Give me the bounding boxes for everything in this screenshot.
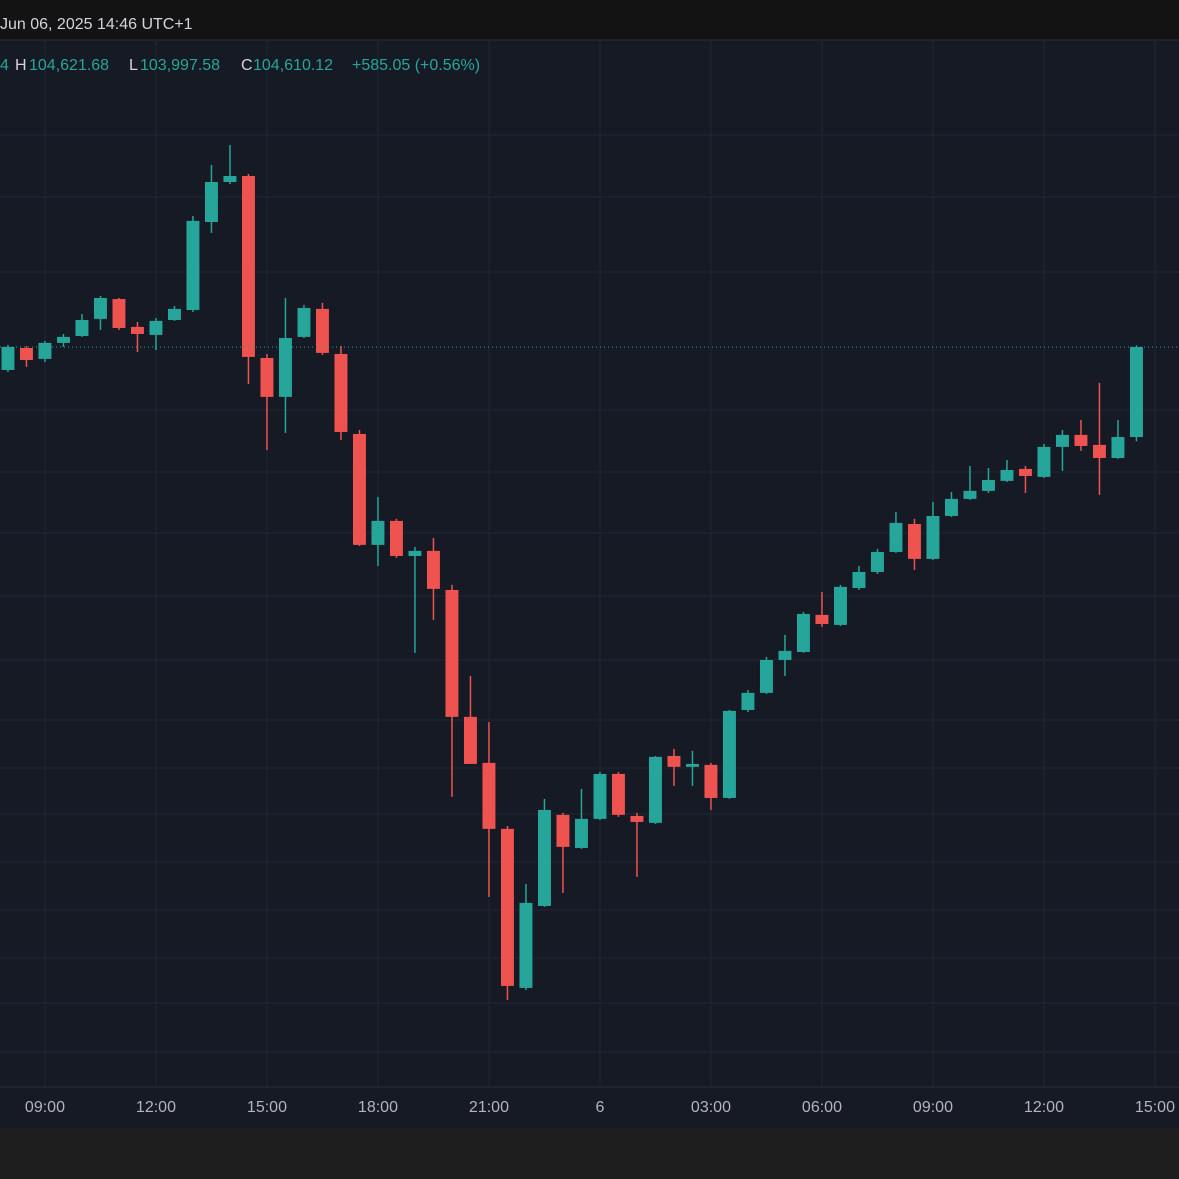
candle-body: [685, 763, 699, 767]
candle-body: [722, 710, 736, 798]
candle-body: [870, 551, 884, 572]
candle-body: [130, 326, 144, 334]
candle-body: [445, 589, 459, 717]
candle-body: [981, 479, 995, 491]
candle-body: [815, 614, 829, 624]
candle-body: [1018, 468, 1032, 476]
x-tick-label: 12:00: [136, 1099, 176, 1116]
x-tick-label: 18:00: [358, 1099, 398, 1116]
candle-body: [112, 299, 126, 328]
candle-body: [759, 659, 773, 693]
candle-body: [1, 346, 15, 370]
x-tick-label: 09:00: [913, 1099, 953, 1116]
candle-body: [352, 433, 366, 545]
candle-body: [963, 490, 977, 499]
candle-body: [1111, 437, 1125, 458]
candle-body: [297, 307, 311, 337]
x-tick-label: 15:00: [1135, 1099, 1175, 1116]
candle-body: [482, 762, 496, 829]
candle-body: [852, 571, 866, 588]
candle-body: [889, 522, 903, 552]
candle-body: [537, 809, 551, 906]
candle-body: [926, 515, 940, 559]
candle-body: [241, 175, 255, 357]
candle-body: [389, 520, 403, 556]
candle-body: [667, 755, 681, 767]
candle-body: [463, 716, 477, 764]
candle-body: [741, 692, 755, 710]
open-fragment: 4: [0, 57, 9, 74]
candle-body: [75, 319, 89, 336]
candle-body: [334, 353, 348, 432]
candle-body: [1000, 469, 1014, 481]
candle-body: [315, 308, 329, 353]
candle-body: [93, 297, 107, 319]
candle-body: [796, 613, 810, 652]
high-value: 104,621.68: [29, 57, 109, 74]
candle-body: [19, 347, 33, 360]
candle-body: [1129, 347, 1143, 438]
candle-body: [38, 342, 52, 359]
candle-body: [1074, 434, 1088, 446]
candle-body: [778, 650, 792, 660]
candle-body: [944, 498, 958, 516]
candle-body: [56, 336, 70, 343]
footer-bar: [0, 1128, 1179, 1179]
candle-body: [408, 550, 422, 556]
x-tick-label: 06:00: [802, 1099, 842, 1116]
x-tick-label: 21:00: [469, 1099, 509, 1116]
x-tick-label: 09:00: [25, 1099, 65, 1116]
candle-body: [167, 308, 181, 320]
candle-body: [260, 357, 274, 397]
x-tick-label: 12:00: [1024, 1099, 1064, 1116]
x-tick-label: 15:00: [247, 1099, 287, 1116]
close-label: C: [241, 57, 253, 74]
candles: [0, 144, 1179, 1000]
candle-body: [1037, 446, 1051, 477]
candle-body: [371, 520, 385, 545]
candle-body: [223, 175, 237, 182]
candle-body: [278, 337, 292, 397]
candle-body: [186, 220, 200, 310]
candle-body: [519, 902, 533, 988]
high-label: H: [15, 57, 27, 74]
candle-body: [1092, 444, 1106, 458]
x-tick-label: 03:00: [691, 1099, 731, 1116]
candle-body: [500, 828, 514, 986]
candle-body: [630, 815, 644, 822]
change: +585.05 (+0.56%): [352, 57, 480, 74]
candle-body: [907, 523, 921, 559]
close-value: 104,610.12: [253, 57, 333, 74]
candle-body: [833, 586, 847, 625]
candle-body: [648, 756, 662, 823]
datetime: Jun 06, 2025 14:46 UTC+1: [0, 16, 193, 33]
candle-body: [611, 773, 625, 815]
candle-body: [149, 320, 163, 335]
candle-body: [556, 814, 570, 847]
header-bar: [0, 0, 1179, 40]
candle-body: [426, 550, 440, 589]
low-value: 103,997.58: [140, 57, 220, 74]
x-tick-label: 6: [595, 1099, 604, 1116]
candle-body: [574, 818, 588, 848]
candle-body: [704, 764, 718, 798]
candle-body: [593, 773, 607, 819]
candle-body: [204, 181, 218, 222]
low-label: L: [129, 57, 138, 74]
candle-body: [1055, 434, 1069, 447]
